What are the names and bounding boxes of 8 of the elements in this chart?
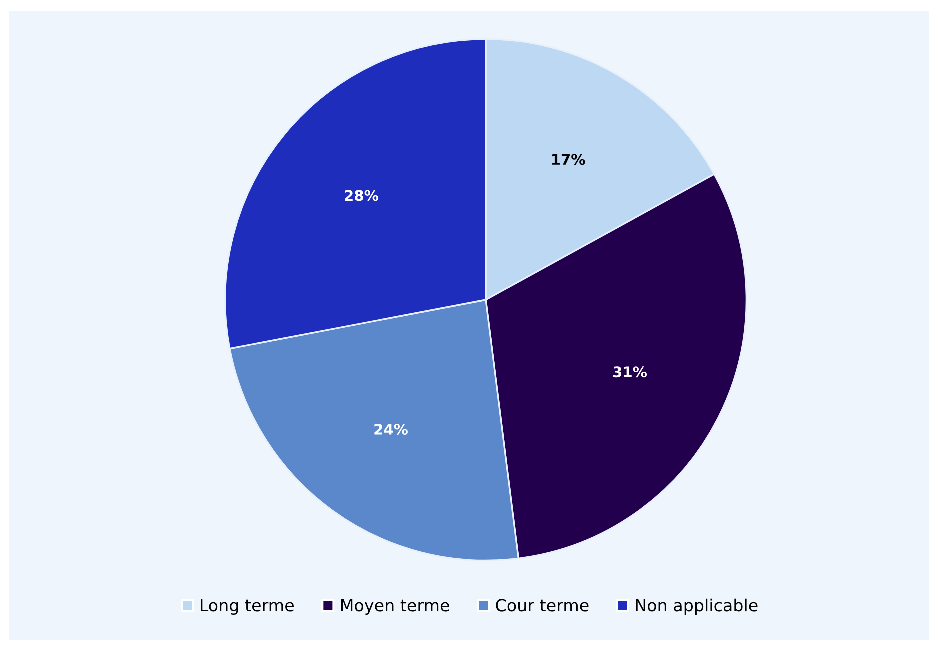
data-label: 31% [614, 366, 648, 378]
data-label: 28% [345, 190, 378, 202]
data-label: 17% [552, 154, 586, 166]
legend-label: Long terme [201, 599, 294, 615]
legend-label: Cour terme [496, 599, 589, 612]
legend-label: Moyen terme [341, 599, 450, 615]
data-label: 24% [374, 424, 408, 435]
legend-label: Non applicable [636, 598, 758, 615]
